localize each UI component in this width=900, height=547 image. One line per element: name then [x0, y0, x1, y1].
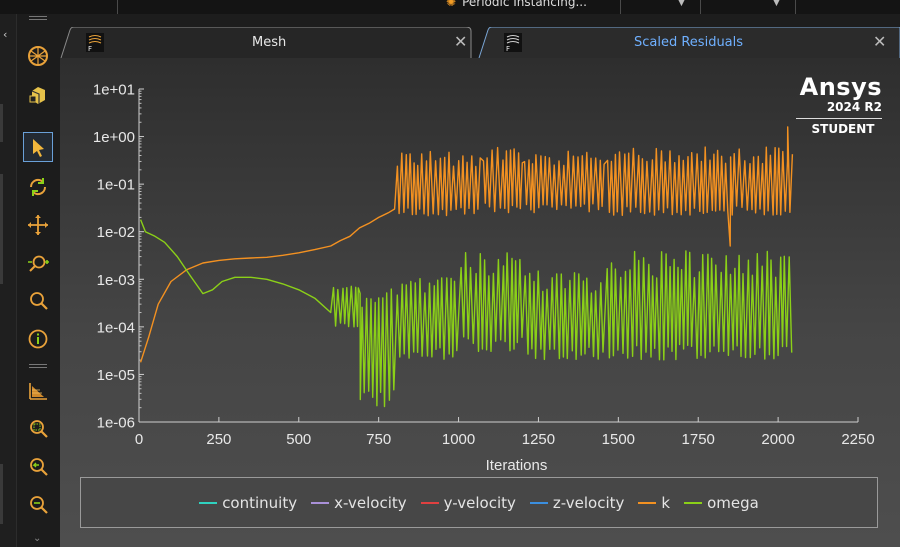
- y-tick-label: 1e-02: [97, 224, 135, 241]
- legend-label: k: [661, 493, 671, 512]
- graphics-toolbar: ⌄: [17, 14, 60, 547]
- brand-edition: STUDENT: [811, 122, 875, 136]
- legend-item-z-velocity: z-velocity: [529, 493, 625, 512]
- zoom-in-out-icon[interactable]: [23, 248, 53, 278]
- select-pointer-icon[interactable]: [23, 132, 53, 162]
- y-tick-label: 1e-05: [97, 367, 135, 384]
- toolbar-separator: [117, 0, 118, 14]
- legend-swatch: [311, 501, 330, 504]
- legend-item-omega: omega: [684, 494, 759, 512]
- brand-version: 2024 R2: [826, 100, 882, 114]
- panel-notch: [0, 104, 3, 142]
- toolbar-separator: [700, 0, 701, 14]
- toolbar-separator: [795, 0, 796, 14]
- legend-label: continuity: [222, 493, 298, 512]
- tab-mesh[interactable]: F Mesh ✕: [60, 27, 472, 58]
- residuals-plot[interactable]: 1e+01 1e+00 1e-01 1e-02 1e-03 1e-04 1e-05 1e-06…: [60, 58, 900, 547]
- svg-text:F: F: [88, 45, 92, 52]
- fluent-window-icon: F: [86, 33, 104, 52]
- y-tick-label: 1e-04: [97, 319, 135, 336]
- fluent-window-icon: F: [504, 33, 522, 52]
- y-tick-label: 1e-03: [97, 272, 135, 289]
- collapse-strip: ‹: [0, 14, 17, 547]
- legend-swatch: [684, 501, 703, 504]
- ansys-logo: Ansys 2024 R2 STUDENT: [796, 74, 882, 136]
- toolbar-more-chevron-icon[interactable]: ⌄: [33, 533, 42, 544]
- series-line-omega: [139, 219, 793, 408]
- cube-icon[interactable]: [23, 80, 53, 110]
- x-axis-label: Iterations: [486, 457, 548, 474]
- legend-label: x-velocity: [334, 493, 407, 512]
- residuals-chart: 1e+01 1e+00 1e-01 1e-02 1e-03 1e-04 1e-05 1e-06…: [93, 82, 875, 475]
- collapse-arrow-icon[interactable]: ‹: [3, 28, 8, 41]
- x-tick-label: 1500: [602, 431, 635, 448]
- graphics-tab-bar: F Mesh ✕ F Scaled Residuals ✕: [60, 14, 900, 58]
- toolbar-grip[interactable]: [29, 16, 47, 22]
- x-tick-label: 2250: [841, 431, 874, 448]
- y-tick-label: 1e+00: [93, 129, 135, 146]
- svg-text:F: F: [506, 45, 510, 52]
- legend-item-k: k: [638, 494, 670, 512]
- tab-label: Scaled Residuals: [634, 35, 744, 50]
- x-tick-label: 1750: [682, 431, 715, 448]
- zoom-box-icon[interactable]: [23, 414, 53, 444]
- legend-swatch: [420, 501, 439, 504]
- periodic-instancing-button[interactable]: ✺ Periodic Instancing...: [446, 0, 587, 9]
- close-icon[interactable]: ✕: [873, 32, 887, 51]
- zoom-previous-icon[interactable]: [23, 452, 53, 482]
- legend-swatch: [638, 501, 657, 504]
- legend-item-continuity: continuity: [199, 494, 297, 512]
- zoom-fit-icon[interactable]: [23, 490, 53, 520]
- toolbar-separator: [620, 0, 621, 14]
- close-icon[interactable]: ✕: [454, 32, 468, 51]
- plot-icon[interactable]: [23, 376, 53, 406]
- chart-legend: continuity x-velocity y-velocity z-velocity…: [80, 477, 878, 528]
- y-tick-label: 1e+01: [93, 82, 135, 99]
- y-tick-label: 1e-01: [97, 177, 135, 194]
- instancing-icon: ✺: [446, 0, 457, 9]
- zoom-icon[interactable]: [23, 286, 53, 316]
- panel-notch: [0, 174, 3, 284]
- pan-icon[interactable]: [23, 210, 53, 240]
- x-tick-label: 1000: [442, 431, 475, 448]
- legend-swatch: [199, 501, 218, 504]
- x-tick-label: 750: [366, 431, 391, 448]
- x-tick-label: 2000: [761, 431, 794, 448]
- rotate-icon[interactable]: [23, 172, 53, 202]
- legend-item-x-velocity: x-velocity: [311, 494, 407, 512]
- geometry-sphere-icon[interactable]: [23, 41, 53, 71]
- dropdown-caret-icon[interactable]: ▼: [773, 0, 780, 8]
- toolbar-grip[interactable]: [29, 364, 47, 370]
- legend-item-y-velocity: y-velocity: [420, 493, 516, 512]
- legend-label: y-velocity: [443, 493, 516, 512]
- x-tick-label: 500: [286, 431, 311, 448]
- y-tick-label: 1e-06: [97, 415, 135, 432]
- series-line-k: [139, 126, 794, 363]
- dropdown-caret-icon[interactable]: ▼: [678, 0, 685, 8]
- legend-label: omega: [707, 493, 759, 512]
- x-tick-label: 0: [135, 431, 143, 448]
- brand-name: Ansys: [799, 73, 882, 101]
- periodic-instancing-label: Periodic Instancing...: [462, 0, 587, 9]
- legend-swatch: [529, 501, 548, 504]
- legend-label: z-velocity: [552, 493, 625, 512]
- tab-scaled-residuals[interactable]: F Scaled Residuals ✕: [478, 27, 900, 58]
- info-icon[interactable]: [23, 324, 53, 354]
- panel-notch: [0, 464, 3, 524]
- x-tick-label: 1250: [522, 431, 555, 448]
- top-toolbar: ✺ Periodic Instancing... ▼ ▼: [0, 0, 900, 14]
- x-tick-label: 250: [206, 431, 231, 448]
- tab-label: Mesh: [252, 35, 287, 50]
